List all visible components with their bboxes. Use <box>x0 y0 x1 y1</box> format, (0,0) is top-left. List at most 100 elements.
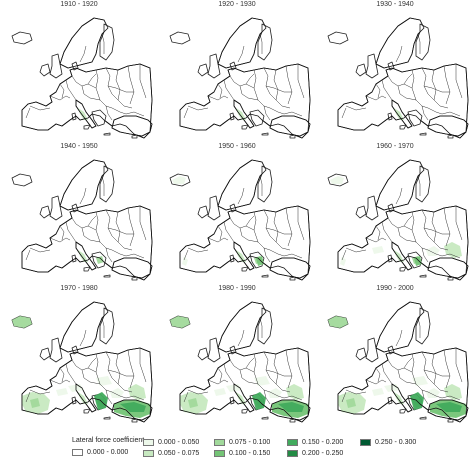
coefficient-zone <box>78 108 88 120</box>
country-border <box>403 215 413 227</box>
gb-outline <box>207 337 221 363</box>
country-border <box>341 391 347 403</box>
country-border <box>427 93 449 109</box>
country-border <box>417 33 421 54</box>
cyprus-outline <box>447 276 454 281</box>
iceland-outline <box>11 31 33 45</box>
country-border <box>183 107 189 119</box>
country-border <box>403 73 413 85</box>
country-border <box>263 67 271 95</box>
country-border <box>217 367 223 383</box>
coefficient-zone <box>120 402 146 412</box>
ireland-outline <box>197 205 209 219</box>
country-border <box>263 389 271 405</box>
coefficient-zone <box>330 176 344 184</box>
europe-map <box>169 301 311 423</box>
crete-outline <box>419 132 427 136</box>
europe-map <box>11 17 153 139</box>
country-border <box>111 377 133 393</box>
ireland-outline <box>39 63 51 77</box>
country-border <box>417 317 421 338</box>
country-border <box>87 357 97 369</box>
country-border <box>403 357 413 369</box>
country-border <box>345 105 367 111</box>
legend-label: 0.150 - 0.200 <box>302 439 344 446</box>
country-border <box>395 187 403 205</box>
country-border <box>207 379 229 385</box>
coefficient-zone <box>78 250 88 262</box>
country-border <box>277 253 303 259</box>
gb-outline <box>49 195 63 221</box>
country-border <box>395 329 403 347</box>
country-border <box>81 227 101 243</box>
coefficient-zone <box>172 176 186 184</box>
crete-outline <box>261 132 269 136</box>
coast-coastline <box>337 63 469 139</box>
turkey-coastline <box>427 115 469 137</box>
scandinavia-coastline <box>375 301 425 353</box>
country-border <box>239 369 259 385</box>
italy-coastline <box>75 241 97 271</box>
coefficient-zone <box>394 250 404 262</box>
legend-swatch <box>287 439 298 446</box>
ireland-outline <box>355 205 367 219</box>
finland-outline <box>257 165 273 203</box>
country-border <box>265 85 292 93</box>
panel-title: 1990 - 2000 <box>376 285 414 292</box>
coefficient-zone <box>372 388 384 396</box>
country-border <box>397 227 417 243</box>
coast-coastline <box>337 205 469 281</box>
finland-outline <box>415 23 431 61</box>
country-border <box>415 241 437 255</box>
country-border <box>119 111 145 117</box>
coefficient-zone <box>56 388 68 396</box>
coast-coastline <box>337 347 469 423</box>
country-border <box>239 227 259 243</box>
sicily-outline <box>241 266 249 272</box>
country-border <box>49 95 71 101</box>
gb-outline <box>207 195 221 221</box>
country-border <box>375 367 381 383</box>
country-border <box>257 383 279 397</box>
coefficient-zone <box>286 384 304 400</box>
ireland-outline <box>197 63 209 77</box>
coefficient-zone <box>12 316 32 328</box>
coefficient-zone <box>346 398 356 408</box>
country-border <box>395 45 403 63</box>
country-border <box>427 377 449 393</box>
map-panel: 1980 - 1990 <box>158 284 316 425</box>
coefficient-zone <box>236 392 246 404</box>
country-border <box>455 206 463 241</box>
legend: Lateral force coefficient 0.000 - 0.000 … <box>0 426 474 460</box>
country-border <box>269 93 291 109</box>
country-border <box>87 215 97 227</box>
coast-coastline <box>179 205 311 281</box>
scandinavia-coastline <box>59 159 109 211</box>
country-border <box>415 383 437 397</box>
legend-swatch <box>143 450 154 457</box>
italy-coastline <box>391 99 413 129</box>
country-border <box>111 235 133 251</box>
legend-swatch <box>143 439 154 446</box>
country-border <box>183 391 189 403</box>
country-border <box>431 69 437 101</box>
country-border <box>365 95 387 101</box>
legend-swatch <box>360 439 371 446</box>
map-grid: 1910 - 1920 1920 - 1930 1930 - 1940 1940 - … <box>11 1 469 425</box>
gb-outline <box>365 53 379 79</box>
scandinavia-coastline <box>375 159 425 211</box>
legend-label: 0.100 - 0.150 <box>229 450 271 457</box>
legend-label: 0.250 - 0.300 <box>375 439 417 446</box>
turkey-coastline <box>269 399 311 421</box>
cyprus-outline <box>289 276 296 281</box>
country-border <box>341 249 347 261</box>
country-border <box>223 221 235 243</box>
country-border <box>423 227 450 235</box>
country-border <box>49 379 71 385</box>
country-border <box>245 357 255 369</box>
turkey-coastline <box>111 257 153 279</box>
italy-coastline <box>75 383 97 413</box>
country-border <box>365 379 387 385</box>
country-border <box>105 389 113 405</box>
country-border <box>79 45 87 63</box>
